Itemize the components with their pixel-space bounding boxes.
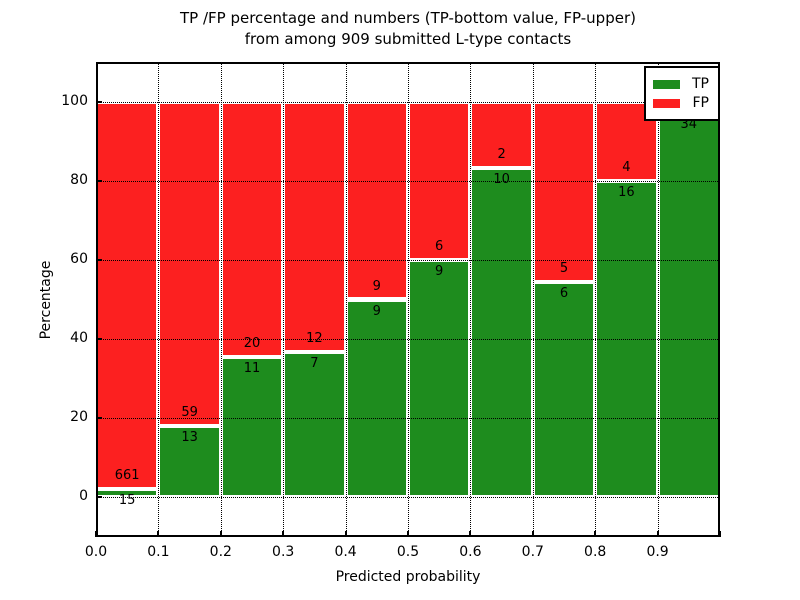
- fp-count-label: 20: [243, 335, 261, 351]
- bar-fp-segment: [595, 101, 658, 181]
- x-tick-mark: [282, 531, 285, 537]
- bar-fp-segment: [345, 101, 408, 300]
- fp-count-label: 59: [181, 404, 198, 420]
- x-tick-label: 0.6: [459, 544, 482, 560]
- tp-count-label: 6: [559, 285, 569, 301]
- x-tick-label: 0.3: [272, 544, 295, 560]
- bar-fp-segment: [158, 101, 221, 426]
- x-tick-label: 0.5: [396, 544, 420, 560]
- x-tick-label: 0.9: [646, 544, 669, 560]
- tp-count-label: 15: [118, 492, 136, 508]
- x-tick-label: 0.8: [584, 544, 607, 560]
- legend-label: FP: [692, 95, 710, 111]
- x-gridline: [595, 62, 597, 537]
- legend-swatch-fp: [653, 98, 680, 108]
- x-gridline: [532, 62, 534, 537]
- x-tick-mark: [219, 531, 222, 537]
- x-tick-mark: [594, 531, 597, 537]
- x-tick-label: 0.2: [209, 544, 232, 560]
- bar-fp-segment: [96, 101, 159, 489]
- bar-fp-segment: [532, 101, 596, 282]
- fp-count-label: 9: [372, 278, 381, 294]
- y-tick-label: 40: [70, 330, 88, 347]
- y-tick-label: 0: [79, 488, 88, 505]
- legend-swatch-tp: [653, 79, 680, 89]
- bar-tp-segment: [158, 425, 221, 498]
- x-axis-label: Predicted probability: [335, 569, 481, 585]
- bar-fp-segment: [283, 101, 346, 352]
- x-gridline: [345, 62, 347, 537]
- tp-count-label: 11: [243, 360, 261, 376]
- x-gridline: [158, 62, 160, 537]
- fp-count-label: 4: [622, 159, 631, 175]
- y-tick-label: 60: [70, 250, 88, 267]
- bar-fp-segment: [220, 101, 284, 357]
- bar-tp-segment: [470, 167, 533, 498]
- y-tick-mark: [96, 496, 102, 499]
- fp-count-label: 6: [435, 238, 444, 254]
- chart-title-line1: TP /FP percentage and numbers (TP-bottom…: [180, 9, 636, 27]
- x-gridline: [220, 62, 222, 537]
- x-tick-mark: [407, 531, 409, 537]
- y-tick-label: 20: [70, 409, 88, 426]
- legend-row: FP: [653, 95, 709, 111]
- tp-count-label: 9: [372, 303, 381, 319]
- x-tick-mark: [531, 531, 534, 537]
- x-tick-mark: [344, 531, 347, 537]
- tp-count-label: 10: [493, 171, 510, 187]
- chart-title: TP /FP percentage and numbers (TP-bottom…: [96, 8, 720, 50]
- fp-count-label: 661: [114, 467, 140, 483]
- x-gridline: [408, 62, 409, 537]
- x-tick-mark: [719, 531, 721, 537]
- fp-count-label: 12: [306, 330, 323, 346]
- tp-count-label: 13: [181, 429, 198, 445]
- y-tick-label: 80: [70, 171, 88, 188]
- bar-fp-segment: [408, 101, 471, 260]
- bar-tp-segment: [657, 112, 720, 498]
- x-gridline: [657, 62, 659, 537]
- bar-tp-segment: [283, 351, 346, 498]
- legend: TP FP: [644, 66, 720, 121]
- tp-count-label: 9: [435, 263, 444, 279]
- x-tick-label: 0.7: [521, 544, 544, 560]
- x-tick-mark: [95, 531, 97, 537]
- y-tick-mark: [96, 100, 102, 103]
- chart-title-line2: from among 909 submitted L-type contacts: [244, 30, 572, 48]
- x-gridline: [283, 62, 285, 537]
- x-gridline: [470, 62, 472, 537]
- fp-count-label: 5: [559, 260, 569, 276]
- x-tick-mark: [656, 531, 659, 537]
- legend-row: TP: [653, 76, 709, 92]
- x-tick-mark: [157, 531, 160, 537]
- tp-count-label: 7: [310, 355, 319, 371]
- legend-label: TP: [692, 76, 709, 92]
- y-tick-mark: [96, 258, 102, 261]
- bar-tp-segment: [345, 299, 408, 498]
- bar-tp-segment: [408, 259, 471, 498]
- y-tick-mark: [96, 179, 102, 182]
- y-tick-mark: [96, 417, 102, 420]
- x-tick-label: 0.1: [147, 544, 170, 560]
- y-tick-mark: [96, 338, 102, 341]
- x-tick-label: 0.0: [84, 544, 108, 560]
- y-tick-label: 100: [61, 92, 88, 109]
- tp-count-label: 16: [618, 184, 635, 200]
- bar-tp-segment: [532, 281, 596, 498]
- bar-tp-segment: [220, 356, 284, 498]
- y-axis-label: Percentage: [38, 260, 54, 340]
- x-tick-label: 0.4: [334, 544, 357, 560]
- fp-count-label: 2: [497, 146, 506, 162]
- x-tick-mark: [469, 531, 472, 537]
